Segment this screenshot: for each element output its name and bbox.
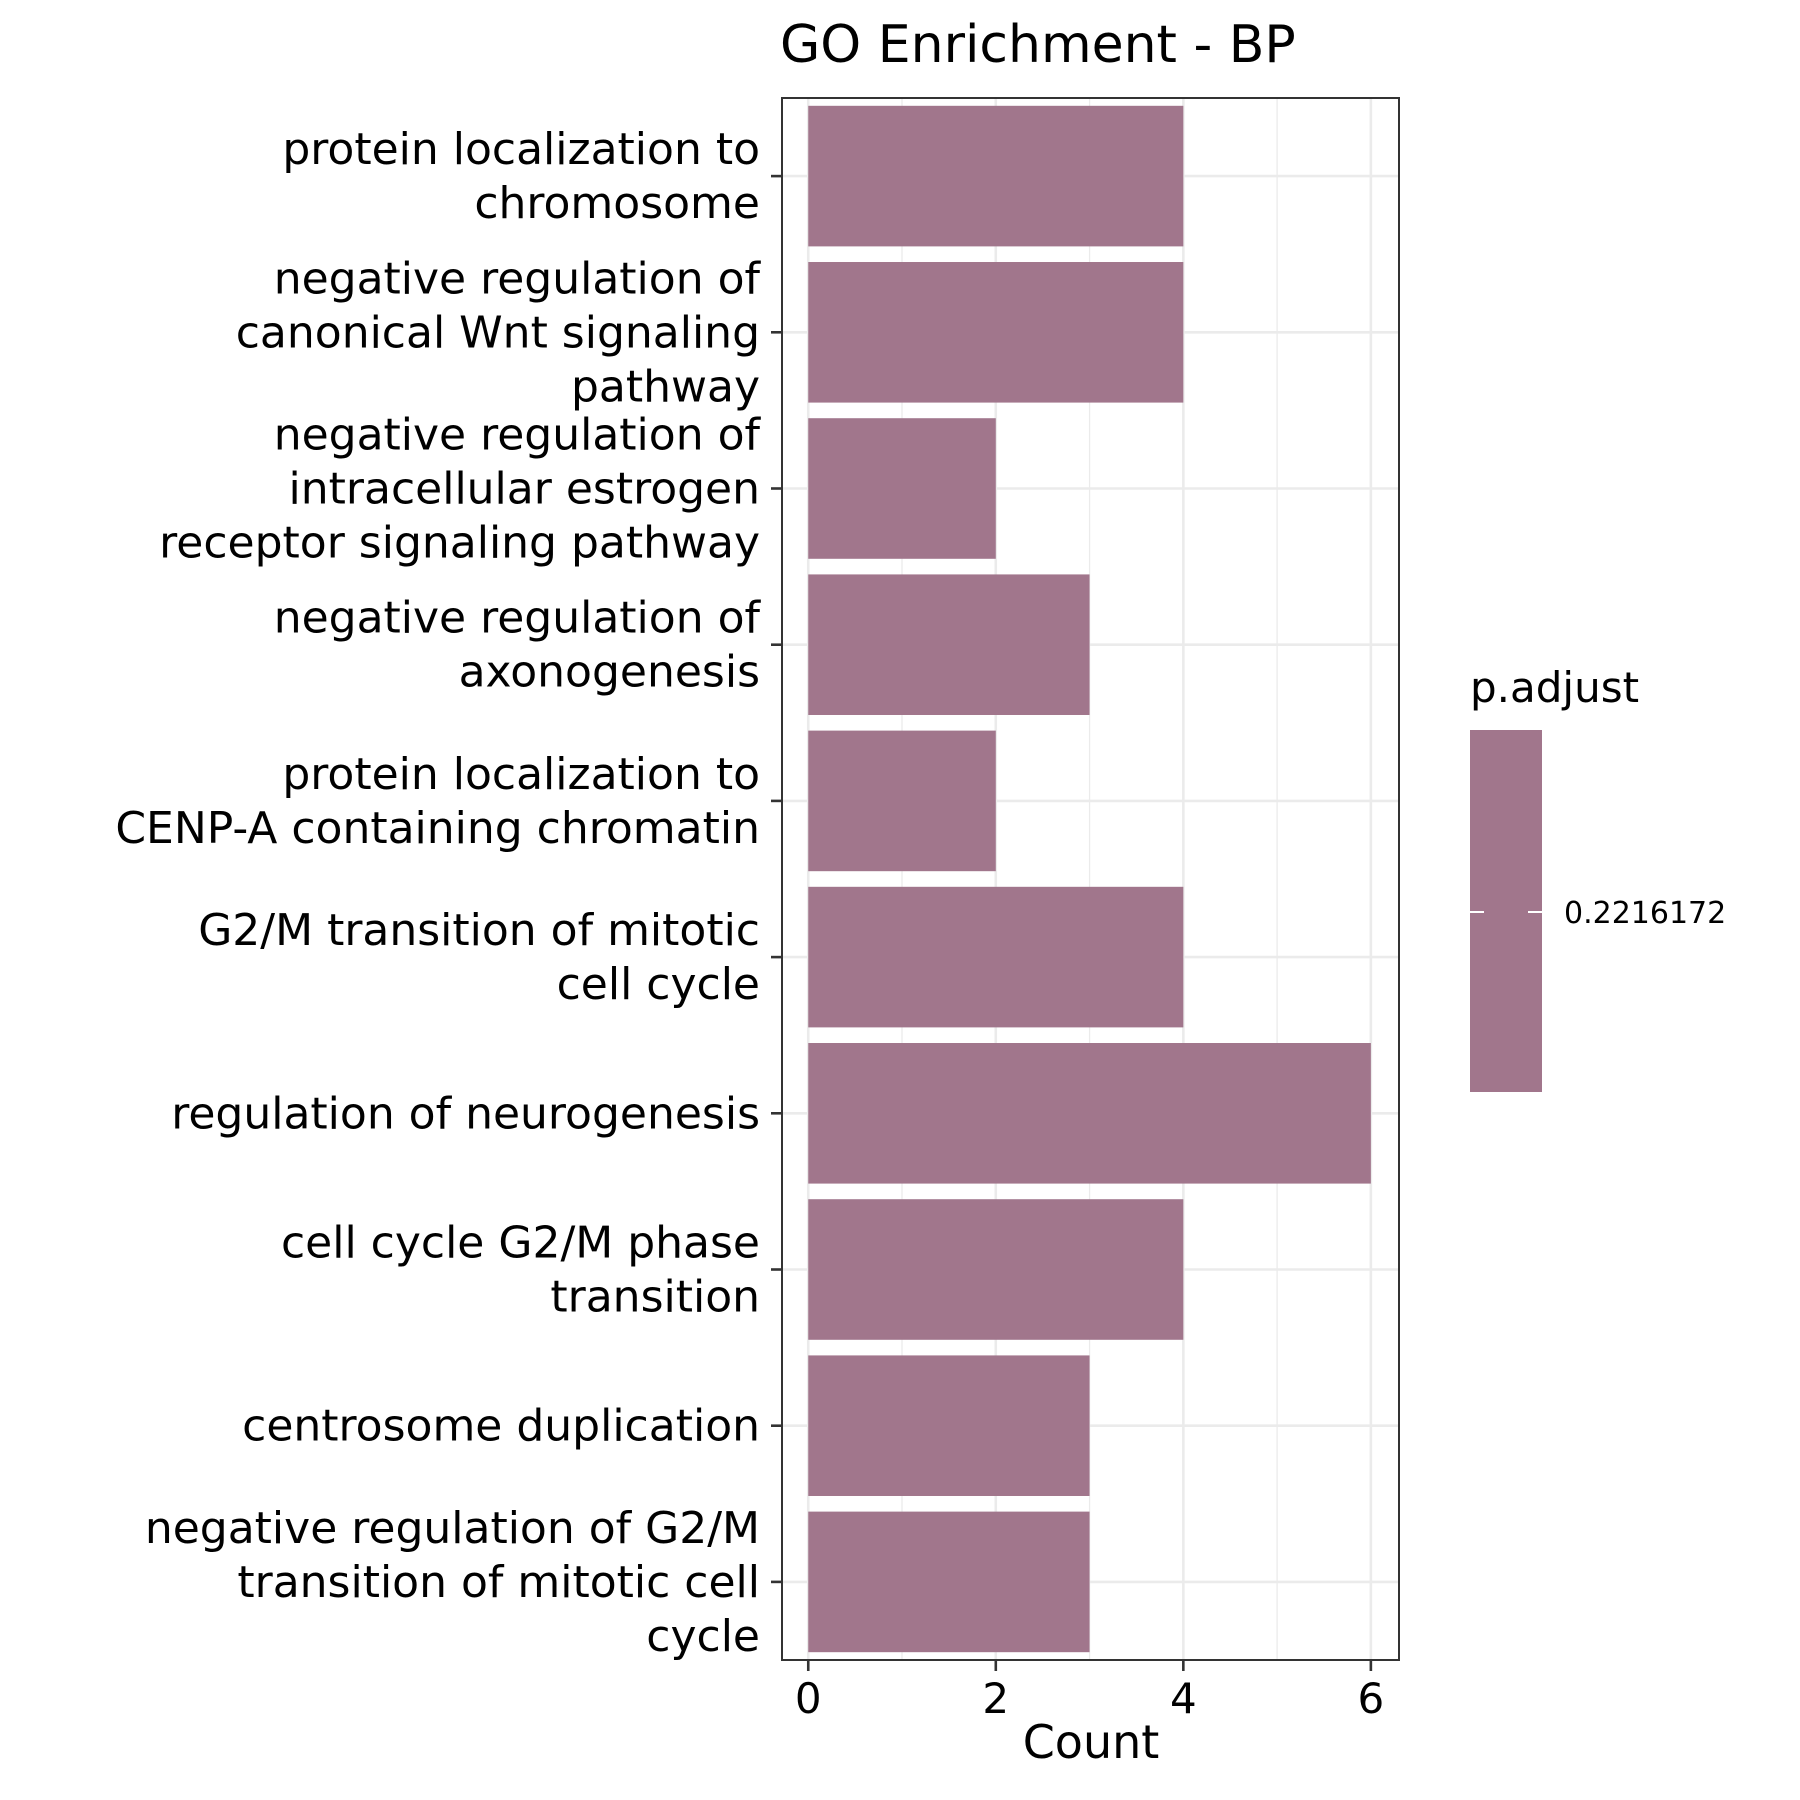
bar — [808, 1511, 1090, 1653]
y-tick-label: G2/M transition of mitotic cell cycle — [198, 905, 760, 1010]
x-tick-label: 0 — [795, 1674, 822, 1723]
bar — [808, 1043, 1371, 1184]
bar — [808, 1355, 1090, 1496]
y-tick-label: regulation of neurogenesis — [171, 1088, 760, 1139]
y-tick-label: negative regulation of canonical Wnt sign… — [236, 253, 762, 412]
bar — [808, 574, 1090, 715]
bar — [808, 105, 1184, 247]
bar — [808, 418, 996, 559]
y-tick-label: protein localization to CENP-A containing… — [115, 749, 760, 854]
x-axis: 0 2 4 6 — [795, 1660, 1384, 1723]
bar — [808, 886, 1184, 1028]
x-tick-label: 6 — [1358, 1674, 1385, 1723]
legend-label: 0.2216172 — [1564, 896, 1726, 931]
legend-title: p.adjust — [1470, 663, 1639, 712]
y-tick-label: cell cycle G2/M phase transition — [281, 1218, 760, 1323]
y-tick-label: negative regulation of axonogenesis — [274, 593, 762, 698]
bars-layer — [808, 105, 1371, 1653]
plot-panel-border — [781, 97, 1400, 1661]
bar — [808, 1199, 1184, 1340]
y-tick-label: centrosome duplication — [242, 1401, 760, 1452]
y-tick-label: protein localization to chromosome — [282, 124, 760, 229]
x-tick-label: 2 — [982, 1674, 1009, 1723]
y-axis: protein localization to chromosome negativ… — [115, 124, 782, 1662]
y-tick-label: negative regulation of intracellular estr… — [159, 410, 761, 569]
x-tick-label: 4 — [1170, 1674, 1197, 1723]
bar — [808, 262, 1184, 403]
chart-title: GO Enrichment - BP — [780, 15, 1296, 75]
y-tick-label: negative regulation of G2/M transition of… — [145, 1503, 760, 1662]
bar — [808, 730, 996, 872]
legend: p.adjust 0.2216172 — [1470, 663, 1726, 1092]
x-axis-title: Count — [1023, 1715, 1160, 1769]
